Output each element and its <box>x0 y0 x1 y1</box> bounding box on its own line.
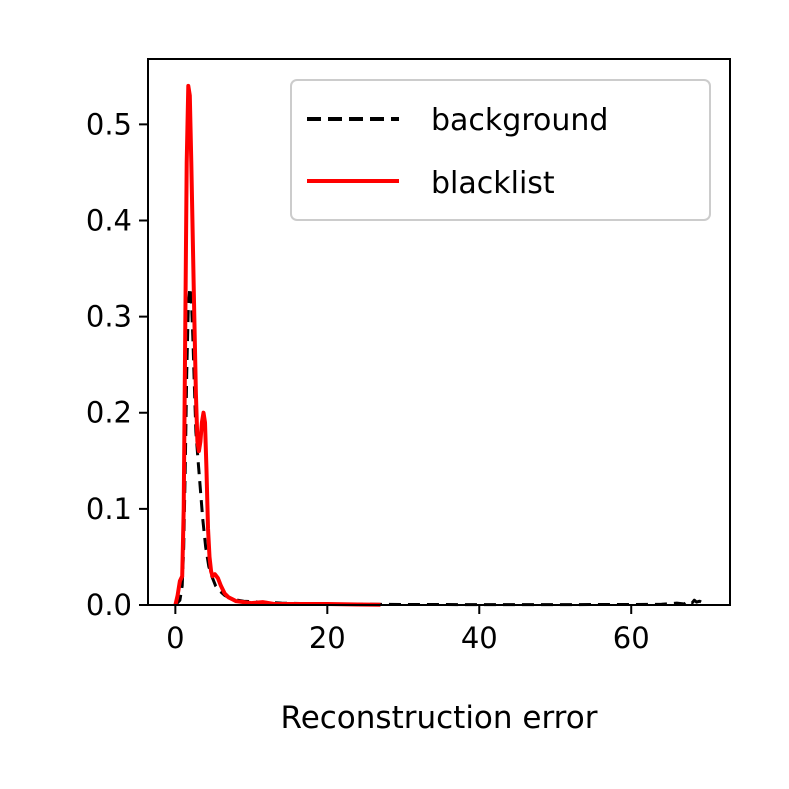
plot-frame <box>147 58 731 606</box>
legend-label-blacklist: blacklist <box>431 166 555 201</box>
ticks-layer: 0 20 40 60 0.0 0.1 0.2 0.3 0.4 0.5 <box>86 107 650 655</box>
y-tick-label: 0.3 <box>86 300 132 334</box>
series-layer <box>173 83 708 607</box>
x-tick-label: 40 <box>461 621 498 655</box>
legend-box <box>290 79 711 221</box>
y-tick-label: 0.4 <box>86 203 132 237</box>
y-tick-label: 0.1 <box>86 492 132 526</box>
y-tick-label: 0.2 <box>86 396 132 430</box>
series-line-blacklist <box>173 83 381 607</box>
y-tick-label: 0.0 <box>86 588 132 622</box>
x-tick-label: 20 <box>309 621 346 655</box>
series-line-background <box>174 286 708 607</box>
legend-label-background: background <box>431 103 608 138</box>
x-tick-label: 0 <box>166 621 184 655</box>
y-tick-label: 0.5 <box>86 107 132 141</box>
x-tick-label: 60 <box>613 621 650 655</box>
legend: background blacklist <box>290 79 711 221</box>
x-axis-label: Reconstruction error <box>281 700 598 736</box>
